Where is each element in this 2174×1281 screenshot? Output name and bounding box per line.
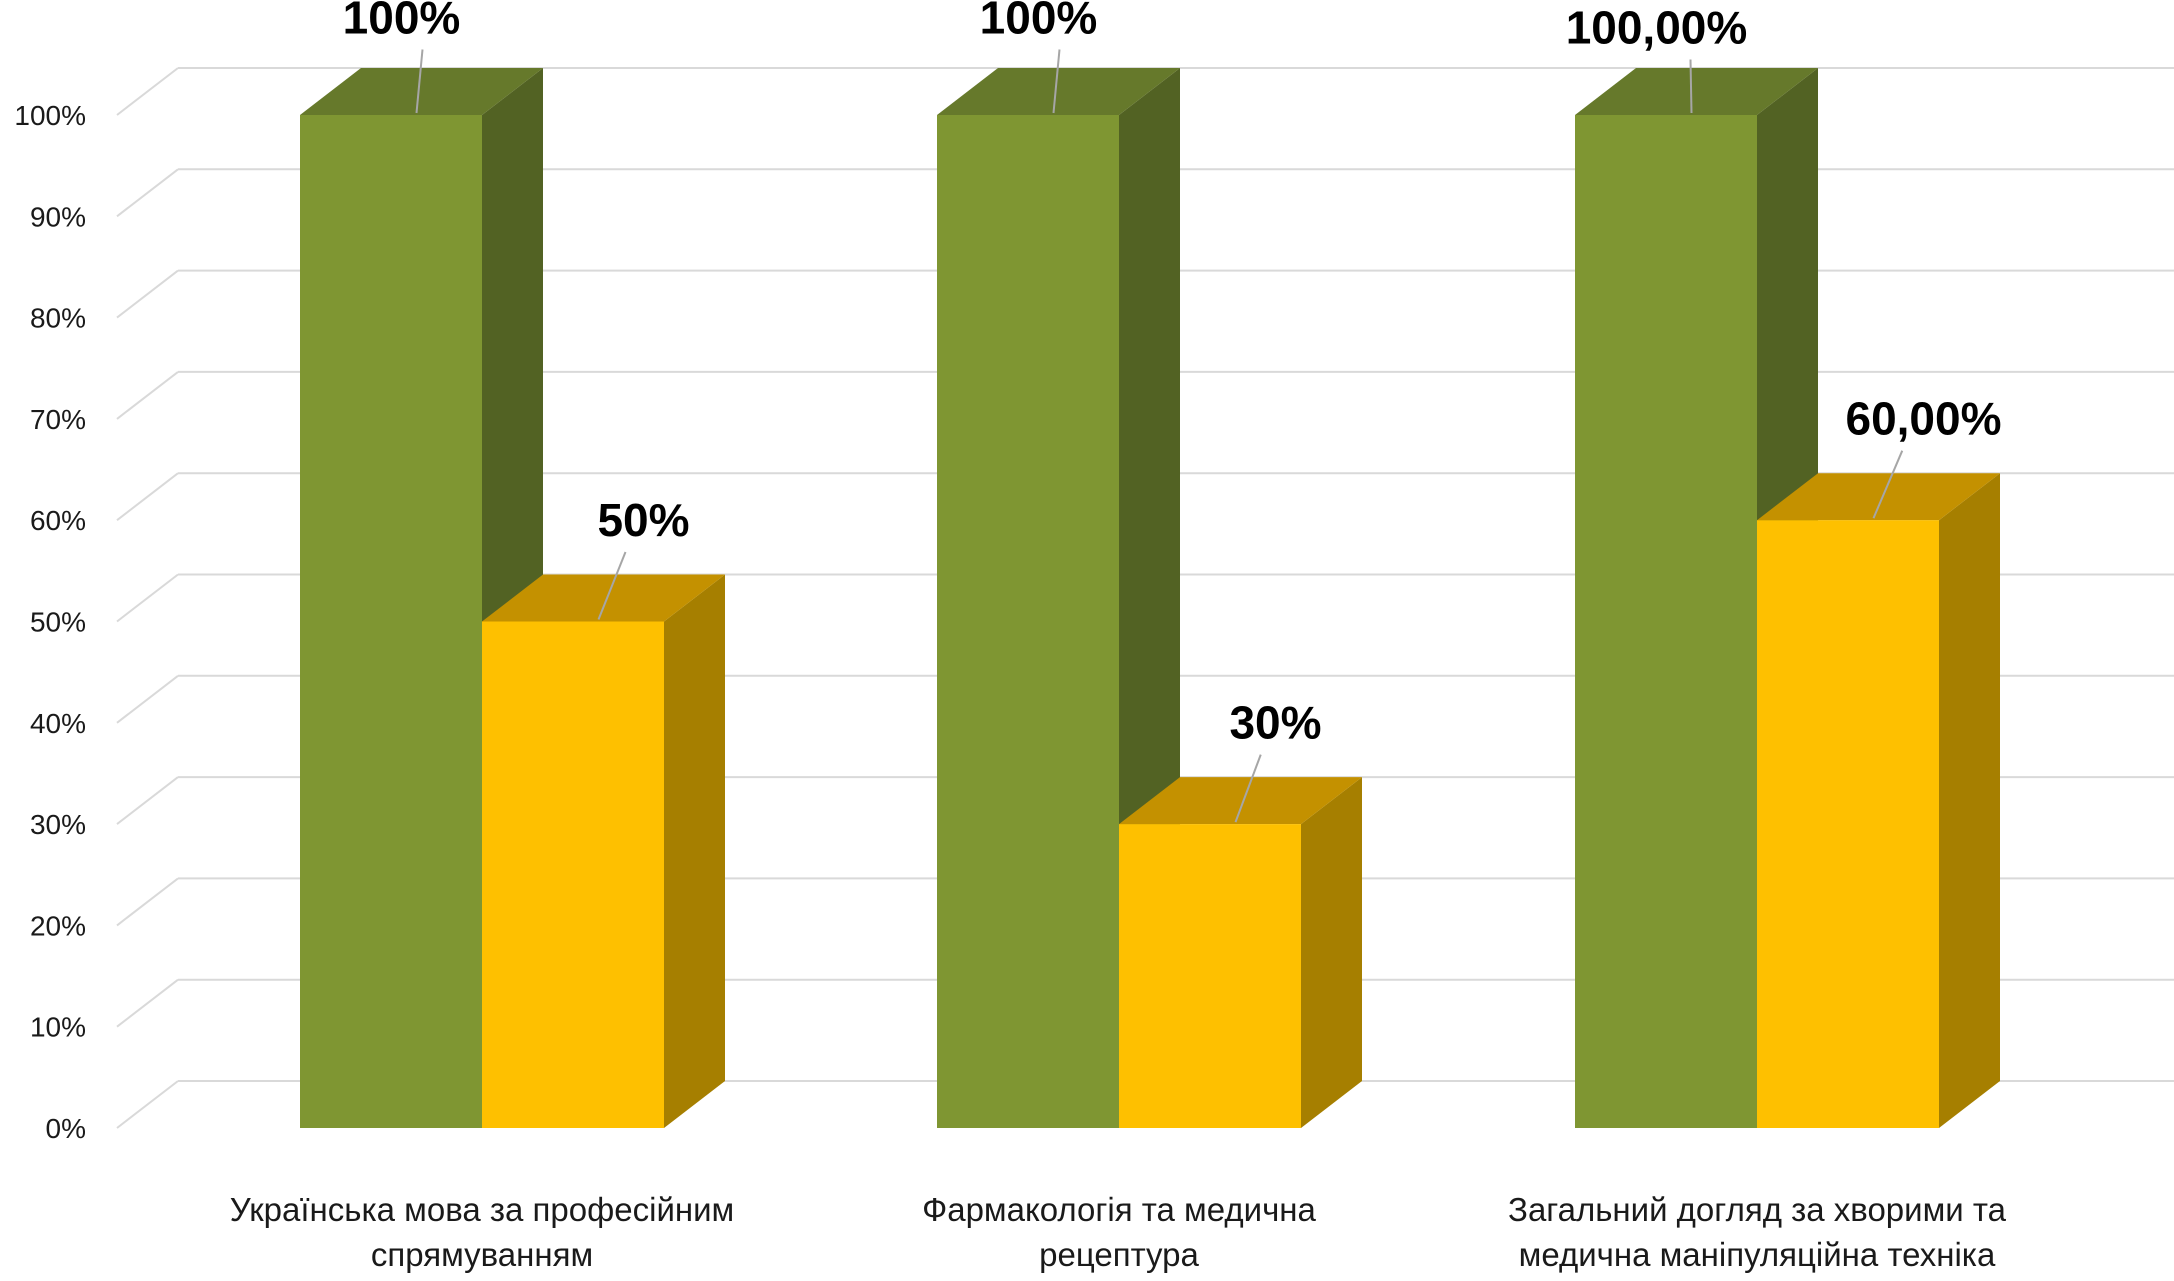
gridline-diagonal [116,978,179,1028]
category-label-line: спрямуванням [371,1236,593,1273]
category-label-line: Українська мова за професійним [230,1191,734,1228]
gridline-diagonal [116,776,179,825]
bar-side-face [1939,473,2000,1128]
y-tick-label: 60% [30,505,86,536]
bar-front-face [1119,824,1301,1128]
bar-front-face [937,115,1119,1128]
gridline-diagonal [116,1080,179,1129]
category-label-line: Загальний догляд за хворими та [1508,1191,2007,1228]
gridline-diagonal [116,168,179,218]
gridline-diagonal [116,877,179,927]
data-label: 60,00% [1845,393,2001,445]
bar-front-face [482,621,664,1128]
y-axis-tick-labels: 0% 10% 20% 30% 40% 50% 60% 70% 80% 90% 100% [14,100,86,1144]
bar-front-face [1575,115,1757,1128]
category-label-line: Фармакологія та медична [922,1191,1316,1228]
bar-top-face [1757,473,2000,521]
gridline-diagonal [116,675,179,724]
data-label: 30% [1229,697,1321,749]
gridline-diagonal [116,472,179,521]
label-leader-lines [415,49,1904,823]
data-labels: 100% 50% 100% 30% 100,00% 60,00% [343,0,2002,749]
category-label-line: рецептура [1039,1236,1199,1273]
data-label-leader [1234,754,1262,823]
bars [300,68,2000,1128]
category-label-1: Українська мова за професійним спрямуванн… [230,1191,734,1273]
bar-top-face [1575,68,1818,115]
bar-side-face [1301,777,1362,1128]
y-tick-label: 100% [14,100,86,131]
bar-front-face [300,115,482,1128]
y-tick-label: 70% [30,404,86,435]
y-tick-label: 0% [46,1113,86,1144]
y-tick-label: 20% [30,910,86,941]
y-tick-label: 80% [30,303,86,334]
category-labels: Українська мова за професійним спрямуванн… [230,1191,2007,1273]
y-tick-label: 90% [30,201,86,232]
category-label-2: Фармакологія та медична рецептура [922,1191,1316,1273]
gridline-diagonal [116,67,179,116]
y-tick-label: 50% [30,607,86,638]
category-label-line: медична маніпуляційна техніка [1519,1236,1996,1273]
bar-front-face [1757,520,1939,1128]
bar-top-face [300,68,543,115]
bar-top-face [937,68,1180,115]
data-label: 50% [597,494,689,546]
bar-top-face [482,574,725,622]
y-tick-label: 30% [30,809,86,840]
data-label-leader [1052,49,1061,114]
gridline-diagonal [116,371,179,420]
data-label: 100% [343,0,461,44]
data-label-leader [1872,450,1904,519]
data-label-leader [1689,59,1693,114]
data-label-leader [415,49,424,114]
bar-side-face [664,574,725,1128]
data-label: 100% [980,0,1098,44]
bar-2-2 [1119,777,1362,1128]
gridline-diagonal [116,269,179,319]
bar-top-face [1119,777,1362,825]
bar-2-1 [482,574,725,1128]
data-label-leader [597,551,627,620]
y-tick-label: 10% [30,1012,86,1043]
y-tick-label: 40% [30,708,86,739]
gridline-diagonal [116,573,179,623]
bar-2-3 [1757,473,2000,1128]
data-label: 100,00% [1566,2,1748,54]
category-label-3: Загальний догляд за хворими та медична ма… [1508,1191,2007,1273]
